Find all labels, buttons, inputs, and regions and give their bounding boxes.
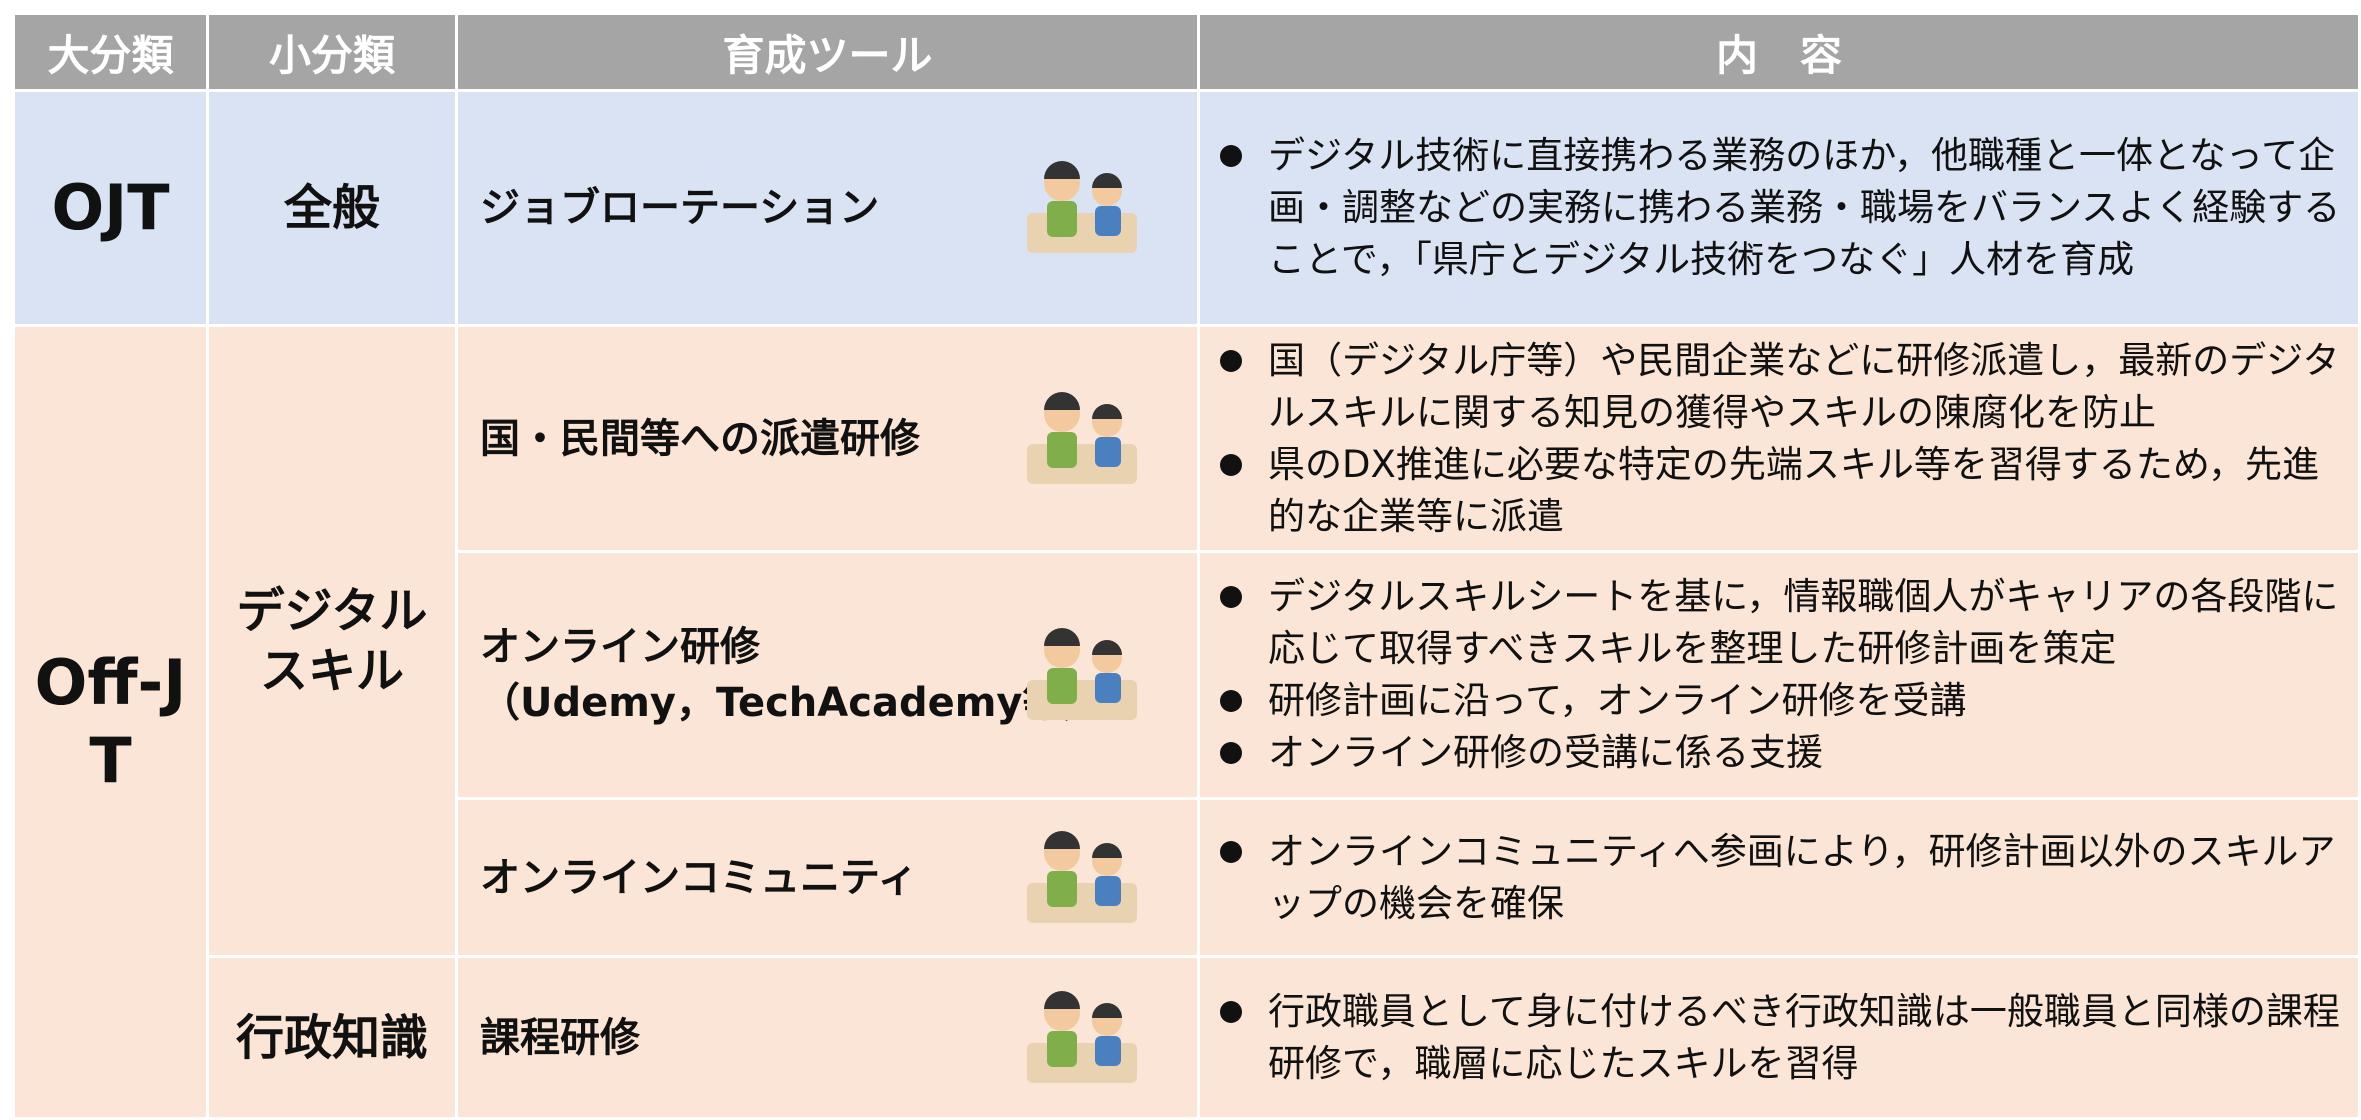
illustration (1027, 161, 1137, 253)
bullet-item: 国（デジタル庁等）や民間企業などに研修派遣し，最新のデジタルスキルに関する知見の… (1210, 335, 2344, 439)
table-row: OJT 全般 ジョブローテーション デジタル技術に直接携わる業務のほか，他職種と一体と… (12, 89, 2361, 327)
tool-cell: ジョブローテーション (455, 89, 1200, 327)
bullet-list: デジタルスキルシートを基に，情報職個人がキャリアの各段階に応じて取得すべきスキル… (1210, 571, 2344, 779)
table-row: Off-JT デジタル スキル 国・民間等への派遣研修 国（デジタル庁等）や民間企業など… (12, 324, 2361, 1120)
major-category: OJT (12, 89, 209, 327)
illustration (1027, 391, 1137, 484)
minor-category: デジタル スキル (206, 324, 458, 958)
minor-label: 全般 (283, 180, 380, 236)
minor-label: デジタル (236, 583, 428, 639)
table-row: 行政知識 課程研修 行政職員として身に付けるべき行政知識は一般職員と同様の課程研修で… (14, 955, 2361, 1120)
minor-label: 行政知識 (235, 1009, 428, 1066)
minor-label: スキル (259, 643, 404, 699)
bullet-item: 研修計画に沿って，オンライン研修を受講 (1210, 675, 2344, 727)
illustration (1027, 830, 1137, 923)
tool-cell: 国・民間等への派遣研修 (455, 324, 1200, 553)
bullet-list: 行政職員として身に付けるべき行政知識は一般職員と同様の課程研修で，職層に応じたス… (1210, 986, 2344, 1090)
bullet-list: デジタル技術に直接携わる業務のほか，他職種と一体となって企画・調整などの実務に携… (1210, 130, 2344, 286)
bullet-item: デジタルスキルシートを基に，情報職個人がキャリアの各段階に応じて取得すべきスキル… (1210, 571, 2344, 675)
tool-label: （Udemy，TechAcademy等） (480, 680, 1103, 726)
bullet-item: 県のDX推進に必要な特定の先端スキル等を習得するため，先進的な企業等に派遣 (1210, 439, 2344, 543)
major-label: Off-JT (34, 646, 187, 797)
content-cell: オンラインコミュニティへ参画により，研修計画以外のスキルアップの機会を確保 (1197, 797, 2361, 958)
tool-cell: オンラインコミュニティ (455, 797, 1200, 958)
training-table: 大分類 小分類 育成ツール内 容 OJT 全般 ジョブローテーション デジタル技術に直接携… (12, 12, 2361, 1120)
bullet-item: オンライン研修の受講に係る支援 (1210, 727, 2344, 779)
content-cell: デジタルスキルシートを基に，情報職個人がキャリアの各段階に応じて取得すべきスキル… (1197, 550, 2361, 800)
header-row: 大分類 小分類 育成ツール内 容 (12, 12, 2361, 92)
bullet-item: オンラインコミュニティへ参画により，研修計画以外のスキルアップの機会を確保 (1210, 826, 2344, 930)
bullet-list: オンラインコミュニティへ参画により，研修計画以外のスキルアップの機会を確保 (1210, 826, 2344, 930)
header-cell: 小分類 (206, 12, 458, 92)
tool-label: オンライン研修 (480, 624, 760, 670)
header-cell: 内 容 (1197, 12, 2361, 92)
header-cell: 育成ツール (455, 12, 1200, 92)
illustration (1027, 628, 1137, 720)
table-row: オンライン研修 （Udemy，TechAcademy等） デジタルスキルシートを基に… (14, 550, 2361, 800)
content-cell: 国（デジタル庁等）や民間企業などに研修派遣し，最新のデジタルスキルに関する知見の… (1197, 324, 2361, 553)
table-row: オンラインコミュニティ オンラインコミュニティへ参画により，研修計画以外のスキルア… (14, 797, 2361, 958)
major-label: OJT (51, 171, 170, 244)
content-cell: 行政職員として身に付けるべき行政知識は一般職員と同様の課程研修で，職層に応じたス… (1197, 955, 2361, 1120)
illustration (1027, 990, 1137, 1083)
content-cell: デジタル技術に直接携わる業務のほか，他職種と一体となって企画・調整などの実務に携… (1197, 89, 2361, 327)
minor-category: 全般 (206, 89, 458, 327)
bullet-item: 行政職員として身に付けるべき行政知識は一般職員と同様の課程研修で，職層に応じたス… (1210, 986, 2344, 1090)
tool-label: 課程研修 (480, 1014, 640, 1061)
header-cell: 大分類 (12, 12, 209, 92)
tool-cell: オンライン研修 （Udemy，TechAcademy等） (455, 550, 1200, 800)
minor-category: 行政知識 (206, 955, 458, 1120)
bullet-list: 国（デジタル庁等）や民間企業などに研修派遣し，最新のデジタルスキルに関する知見の… (1210, 335, 2344, 543)
bullet-item: デジタル技術に直接携わる業務のほか，他職種と一体となって企画・調整などの実務に携… (1210, 130, 2344, 286)
tool-label: 国・民間等への派遣研修 (480, 415, 920, 462)
tool-label: ジョブローテーション (480, 185, 880, 231)
major-category: Off-JT (12, 324, 209, 1120)
tool-cell: 課程研修 (455, 955, 1200, 1120)
tool-label: オンラインコミュニティ (480, 854, 918, 901)
